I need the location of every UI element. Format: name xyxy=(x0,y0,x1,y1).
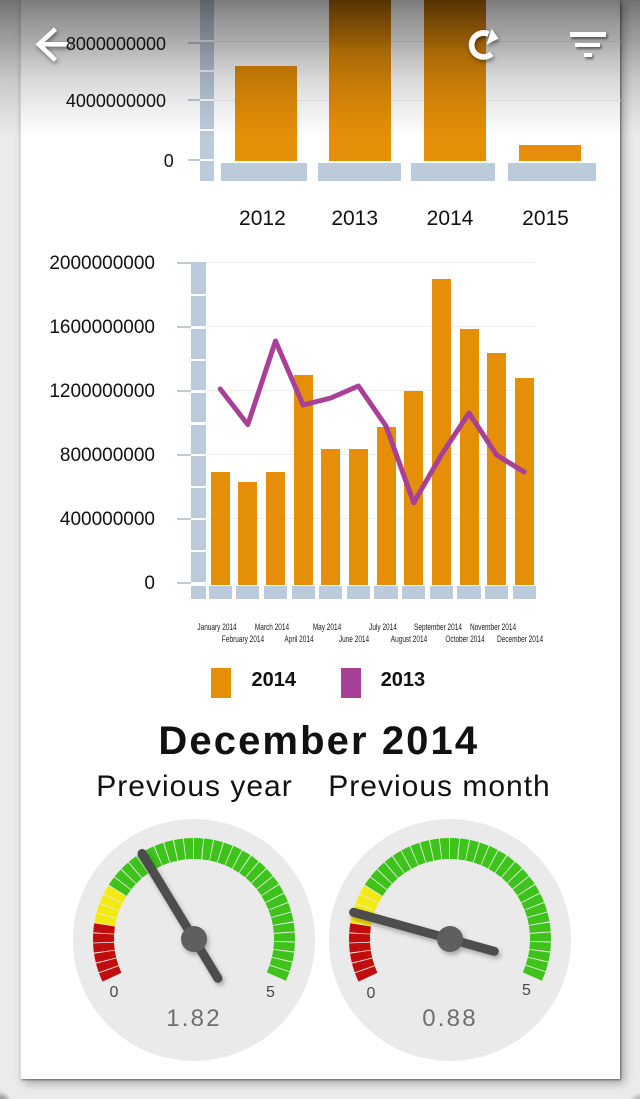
svg-text:0: 0 xyxy=(110,984,119,1001)
svg-text:5: 5 xyxy=(266,984,275,1001)
svg-text:0: 0 xyxy=(367,985,376,1002)
svg-text:5: 5 xyxy=(522,982,531,999)
